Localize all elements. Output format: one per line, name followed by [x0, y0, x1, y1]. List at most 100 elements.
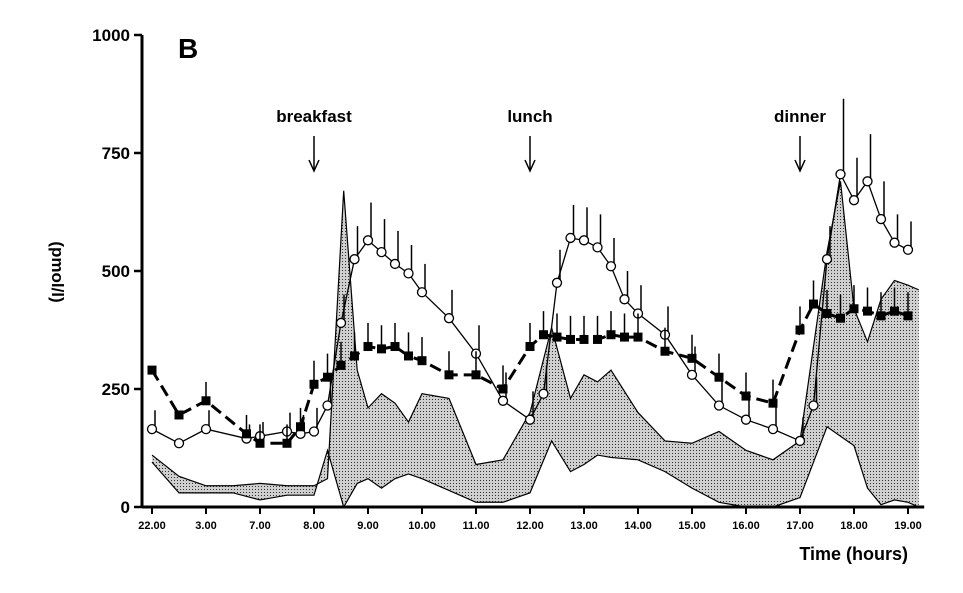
square-marker — [147, 365, 157, 375]
square-marker — [849, 304, 859, 314]
circle-marker — [335, 317, 347, 329]
x-tick-label: 3.00 — [195, 520, 216, 532]
square-marker — [863, 306, 872, 316]
y-tick-label: 1000 — [92, 26, 130, 45]
square-marker — [633, 332, 643, 342]
square-marker — [822, 308, 832, 318]
square-marker — [201, 396, 211, 406]
square-marker — [336, 360, 346, 370]
square-marker — [660, 346, 670, 356]
meal-label: dinner — [774, 107, 826, 126]
square-marker — [242, 429, 251, 439]
square-marker — [363, 342, 373, 352]
circle-marker — [538, 388, 549, 399]
circle-marker — [713, 400, 725, 411]
circle-marker — [389, 258, 401, 270]
meal-label: breakfast — [276, 107, 352, 126]
square-marker — [687, 353, 697, 363]
meal-arrowhead — [524, 159, 536, 173]
circle-marker — [403, 268, 414, 279]
square-marker — [795, 325, 805, 335]
circle-marker — [578, 235, 590, 246]
x-tick-label: 19.00 — [894, 520, 922, 532]
circle-marker — [565, 232, 576, 244]
circle-marker — [862, 176, 873, 187]
band-lower-edge — [151, 425, 920, 509]
square-marker — [903, 311, 913, 321]
x-tick-label: 10.00 — [408, 520, 436, 532]
meal-arrowhead — [794, 159, 806, 173]
square-marker — [471, 370, 481, 380]
circle-marker — [686, 369, 698, 380]
square-marker — [309, 379, 319, 389]
y-tick-label: 500 — [102, 262, 130, 281]
square-marker — [593, 334, 602, 344]
x-tick-label: 7.00 — [249, 520, 270, 532]
square-marker — [836, 313, 845, 323]
x-tick-label: 15.00 — [678, 520, 706, 532]
y-tick-label: 750 — [102, 144, 130, 163]
panel-label: B — [178, 33, 198, 64]
square-marker — [498, 384, 508, 394]
square-marker — [606, 330, 616, 340]
circle-marker — [362, 235, 374, 246]
square-marker — [323, 372, 332, 382]
circle-marker — [524, 414, 536, 425]
circle-marker — [349, 254, 360, 265]
square-marker — [255, 438, 265, 448]
square-marker — [890, 306, 899, 316]
circle-marker — [605, 261, 617, 272]
y-axis-label: (pmol/l) — [48, 241, 67, 302]
x-tick-label: 9.00 — [357, 520, 378, 532]
circle-marker — [146, 423, 158, 435]
square-marker — [620, 332, 629, 342]
y-tick-label: 0 — [121, 498, 130, 517]
x-tick-label: 16.00 — [732, 520, 760, 532]
circle-marker — [767, 423, 779, 435]
x-tick-label: 17.00 — [786, 520, 814, 532]
circle-marker — [794, 435, 806, 447]
square-marker — [282, 438, 292, 448]
circle-marker — [376, 246, 387, 258]
circle-marker — [497, 395, 509, 406]
circle-marker — [821, 254, 833, 265]
circle-marker — [200, 423, 212, 435]
circle-marker — [848, 195, 860, 206]
square-marker — [444, 370, 454, 380]
x-tick-label: 13.00 — [570, 520, 598, 532]
square-marker — [390, 342, 400, 352]
circle-marker — [889, 237, 900, 248]
square-marker — [350, 351, 359, 361]
square-marker — [552, 332, 562, 342]
square-marker — [539, 330, 548, 340]
circle-marker — [902, 244, 914, 255]
square-marker — [417, 356, 427, 366]
x-tick-label: 12.00 — [516, 520, 544, 532]
circle-marker — [443, 313, 455, 324]
x-tick-label: 22.00 — [138, 520, 166, 532]
circle-marker — [416, 287, 428, 298]
x-tick-label: 14.00 — [624, 520, 652, 532]
circle-marker — [308, 426, 320, 437]
meal-arrowhead — [308, 159, 320, 173]
x-tick-label: 8.00 — [303, 520, 324, 532]
x-tick-label: 11.00 — [463, 520, 490, 532]
circle-marker — [551, 277, 563, 288]
square-marker — [876, 311, 886, 321]
circle-marker — [322, 400, 333, 411]
range-band — [152, 181, 919, 507]
circle-marker — [875, 213, 887, 225]
square-marker — [296, 422, 305, 432]
square-marker — [404, 351, 413, 361]
square-marker — [741, 391, 751, 401]
square-marker — [174, 410, 184, 420]
circle-marker — [619, 294, 630, 305]
circle-marker — [740, 414, 752, 425]
circle-marker — [835, 169, 846, 180]
square-marker — [579, 334, 589, 344]
x-tick-label: 18.00 — [840, 520, 868, 532]
meal-label: lunch — [507, 107, 552, 126]
circle-marker — [173, 438, 185, 449]
y-tick-label: 250 — [102, 380, 130, 399]
